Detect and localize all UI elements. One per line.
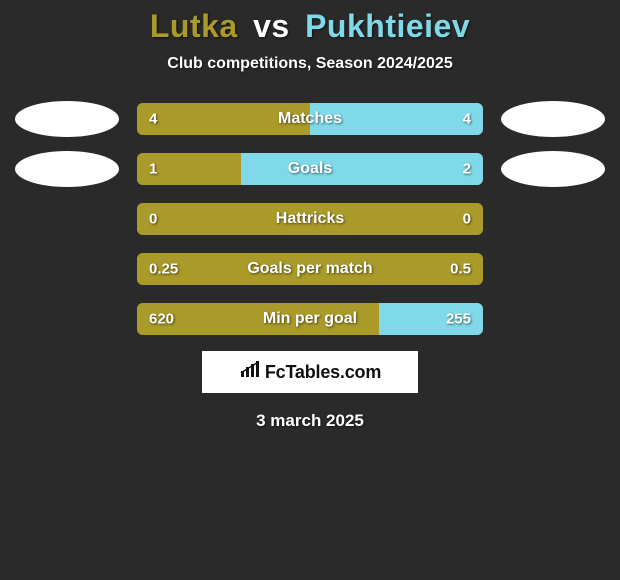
avatar-placeholder: [501, 301, 605, 337]
stat-row: 620 255 Min per goal: [0, 301, 620, 337]
bar-segment-right: [241, 153, 483, 185]
logo-text: FcTables.com: [265, 362, 381, 383]
title-vs: vs: [253, 8, 290, 44]
page-title: Lutka vs Pukhtieiev: [0, 8, 620, 45]
avatar-right: [501, 101, 605, 137]
stat-value-left: 1: [149, 161, 157, 178]
stat-bar: 4 4 Matches: [137, 103, 483, 135]
avatar-left: [15, 101, 119, 137]
stat-value-right: 0.5: [450, 261, 471, 278]
stat-row: 1 2 Goals: [0, 151, 620, 187]
stat-label: Min per goal: [263, 310, 357, 328]
stat-value-left: 4: [149, 111, 157, 128]
avatar-left: [15, 151, 119, 187]
stat-row: 0.25 0.5 Goals per match: [0, 251, 620, 287]
stat-bar: 620 255 Min per goal: [137, 303, 483, 335]
avatar-placeholder: [15, 251, 119, 287]
stat-label: Goals: [288, 160, 332, 178]
stat-rows: 4 4 Matches 1 2 Goals 0 0 Hattricks 0.25 0.5 Goals …: [0, 101, 620, 337]
avatar-right: [501, 151, 605, 187]
avatar-placeholder: [501, 251, 605, 287]
stat-row: 0 0 Hattricks: [0, 201, 620, 237]
date-label: 3 march 2025: [0, 411, 620, 431]
stat-label: Matches: [278, 110, 342, 128]
subtitle: Club competitions, Season 2024/2025: [0, 55, 620, 73]
comparison-card: Lutka vs Pukhtieiev Club competitions, S…: [0, 0, 620, 431]
stat-label: Hattricks: [276, 210, 344, 228]
stat-row: 4 4 Matches: [0, 101, 620, 137]
player-right-name: Pukhtieiev: [305, 8, 470, 44]
stat-value-left: 0.25: [149, 261, 178, 278]
source-logo: FcTables.com: [202, 351, 418, 393]
bar-chart-icon: [239, 361, 261, 384]
stat-value-left: 0: [149, 211, 157, 228]
stat-bar: 1 2 Goals: [137, 153, 483, 185]
avatar-placeholder: [15, 301, 119, 337]
avatar-placeholder: [501, 201, 605, 237]
stat-bar: 0.25 0.5 Goals per match: [137, 253, 483, 285]
stat-value-right: 0: [463, 211, 471, 228]
stat-bar: 0 0 Hattricks: [137, 203, 483, 235]
stat-label: Goals per match: [247, 260, 372, 278]
stat-value-right: 255: [446, 311, 471, 328]
player-left-name: Lutka: [150, 8, 238, 44]
stat-value-right: 4: [463, 111, 471, 128]
avatar-placeholder: [15, 201, 119, 237]
stat-value-right: 2: [463, 161, 471, 178]
stat-value-left: 620: [149, 311, 174, 328]
